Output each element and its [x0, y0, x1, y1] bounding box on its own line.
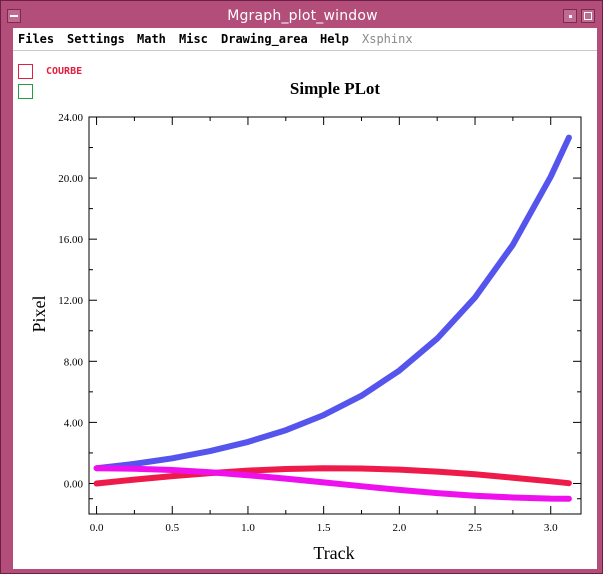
maximize-button[interactable] — [581, 9, 595, 23]
title-bar[interactable]: Mgraph_plot_window — [5, 5, 600, 27]
y-tick-label: 12.00 — [58, 295, 83, 307]
x-tick-label: 2.5 — [468, 522, 482, 534]
curve-exp — [93, 134, 572, 472]
drawing-area[interactable]: COURBE Simple PLot 0.00 4.00 8.00 12.00 16.0… — [13, 51, 597, 569]
x-tick-label: 0.0 — [90, 522, 104, 534]
y-tick-label: 4.00 — [64, 417, 84, 429]
chart-title: Simple PLot — [290, 79, 381, 98]
x-tick-label: 1.5 — [317, 522, 331, 534]
x-tick-label: 0.5 — [165, 522, 179, 534]
y-tick-label: 24.00 — [58, 112, 83, 124]
x-axis-label: Track — [313, 543, 354, 563]
y-tick-label: 0.00 — [64, 478, 84, 490]
x-tick-label: 2.0 — [392, 522, 406, 534]
y-tick-label: 8.00 — [64, 356, 84, 368]
menu-bar: Files Settings Math Misc Drawing_area He… — [13, 28, 597, 51]
curve-cos — [93, 465, 572, 502]
window-menu-button[interactable] — [7, 9, 21, 23]
x-tick-label: 1.0 — [241, 522, 255, 534]
menu-xsphinx: Xsphinx — [362, 32, 413, 46]
minimize-button[interactable] — [563, 9, 577, 23]
legend-swatch-2[interactable] — [18, 84, 33, 99]
menu-drawing-area[interactable]: Drawing_area — [221, 32, 308, 46]
menu-files[interactable]: Files — [18, 32, 55, 46]
y-axis-label: Pixel — [29, 295, 49, 332]
plot-chart: Simple PLot 0.00 4.00 8.00 12.00 16.00 20.00 2… — [29, 79, 582, 563]
legend-label-courbe: COURBE — [46, 66, 83, 77]
y-tick-label: 20.00 — [58, 173, 83, 185]
maximize-icon — [584, 12, 592, 20]
menu-math[interactable]: Math — [137, 32, 166, 46]
menu-help[interactable]: Help — [320, 32, 349, 46]
window-title: Mgraph_plot_window — [227, 8, 378, 24]
menu-misc[interactable]: Misc — [179, 32, 208, 46]
legend-swatch-courbe[interactable] — [18, 64, 33, 79]
x-tick-label: 3.0 — [544, 522, 558, 534]
plot-frame — [88, 116, 582, 515]
minimize-icon — [569, 15, 572, 18]
window-menu-icon — [10, 15, 18, 17]
curve-sin — [93, 465, 572, 487]
menu-settings[interactable]: Settings — [67, 32, 125, 46]
y-tick-label: 16.00 — [58, 234, 83, 246]
